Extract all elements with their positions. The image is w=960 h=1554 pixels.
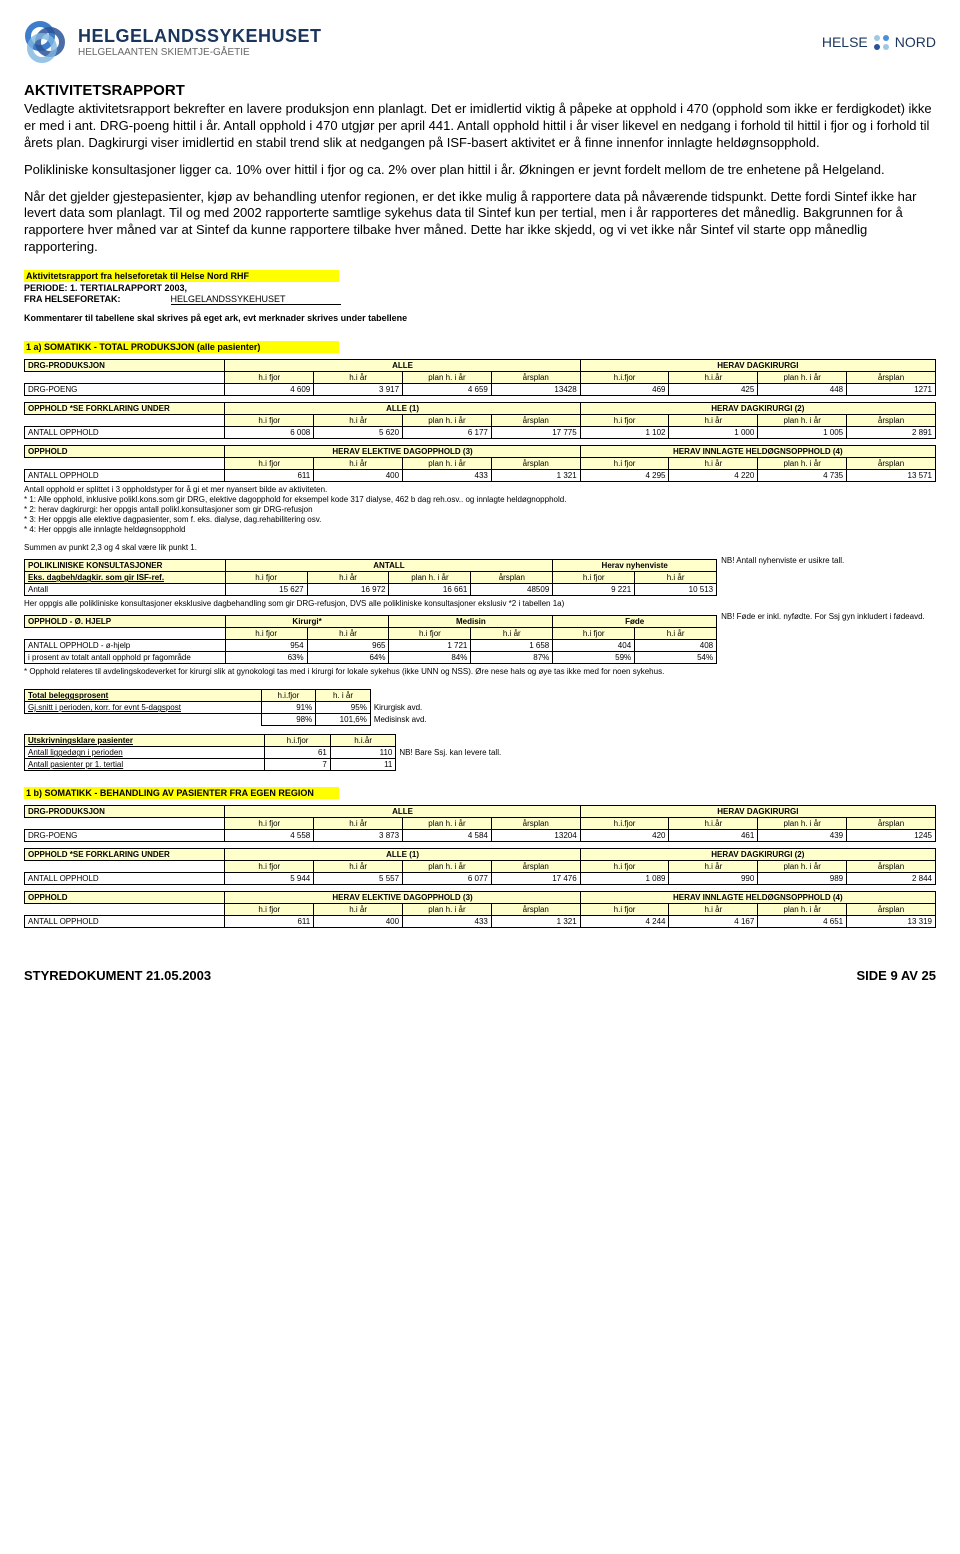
logo-rings-icon: [24, 20, 68, 64]
footer-left: STYREDOKUMENT 21.05.2003: [24, 968, 211, 983]
meta-line2: PERIODE: 1. TERTIALRAPPORT 2003,: [24, 283, 187, 293]
table-opphold-2: OPPHOLDHERAV ELEKTIVE DAGOPPHOLD (3)HERA…: [24, 445, 936, 482]
footer-right: SIDE 9 AV 25: [857, 968, 936, 983]
nord-text: NORD: [895, 34, 936, 50]
note-5: * Opphold relateres til avdelingskodever…: [24, 667, 936, 677]
section-1a-header: 1 a) SOMATIKK - TOTAL PRODUKSJON (alle p…: [24, 341, 339, 353]
section-1b-header: 1 b) SOMATIKK - BEHANDLING AV PASIENTER …: [24, 787, 339, 799]
para-1: Vedlagte aktivitetsrapport bekrefter en …: [24, 101, 936, 152]
meta-line4: Kommentarer til tabellene skal skrives p…: [24, 313, 407, 323]
table-ohjelp: OPPHOLD - Ø. HJELPKirurgi*MedisinFøde h.…: [24, 615, 717, 664]
logo-right: HELSE NORD: [822, 34, 936, 50]
report-meta: Aktivitetsrapport fra helseforetak til H…: [24, 270, 936, 323]
table-poliklinisk: POLIKLINISKE KONSULTASJONERANTALLHerav n…: [24, 559, 717, 596]
page-header: HELGELANDSSYKEHUSET HELGELAANTEN SKIEMTJ…: [24, 20, 936, 64]
sidenote-poliklinisk: NB! Antall nyhenviste er usikre tall.: [721, 556, 844, 565]
meta-line3b: HELGELANDSSYKEHUSET: [171, 294, 341, 305]
sidenote-ohjelp: NB! Føde er inkl. nyfødte. For Ssj gyn i…: [721, 612, 925, 621]
report-title: AKTIVITETSRAPPORT: [24, 82, 936, 99]
table-belegg: Total beleggsprosenth.i.fjorh. i år Gj.s…: [24, 689, 480, 726]
meta-line3a: FRA HELSEFORETAK:: [24, 294, 121, 304]
para-2: Polikliniske konsultasjoner ligger ca. 1…: [24, 162, 936, 179]
page-footer: STYREDOKUMENT 21.05.2003 SIDE 9 AV 25: [24, 968, 936, 983]
note-4: Her oppgis alle polikliniske konsultasjo…: [24, 599, 936, 609]
notes-1: Antall opphold er splittet i 3 oppholdst…: [24, 485, 936, 553]
dots-icon: [874, 35, 889, 50]
table-drg-produksjon: DRG-PRODUKSJONALLEHERAV DAGKIRURGI h.i f…: [24, 359, 936, 396]
table-utskrivning: Utskrivningsklare pasienterh.i.fjorh.i.å…: [24, 734, 571, 771]
helse-text: HELSE: [822, 34, 868, 50]
table-opphold-1: OPPHOLD *SE FORKLARING UNDERALLE (1)HERA…: [24, 402, 936, 439]
meta-line1: Aktivitetsrapport fra helseforetak til H…: [24, 270, 339, 282]
logo-main-text: HELGELANDSSYKEHUSET: [78, 26, 322, 47]
table-1b-drg: DRG-PRODUKSJONALLEHERAV DAGKIRURGI h.i f…: [24, 805, 936, 842]
table-1b-opphold2: OPPHOLDHERAV ELEKTIVE DAGOPPHOLD (3)HERA…: [24, 891, 936, 928]
logo-sub-text: HELGELAANTEN SKIEMTJE-GÅETIE: [78, 47, 322, 58]
table-1b-opphold1: OPPHOLD *SE FORKLARING UNDERALLE (1)HERA…: [24, 848, 936, 885]
logo-left: HELGELANDSSYKEHUSET HELGELAANTEN SKIEMTJ…: [24, 20, 322, 64]
para-3: Når det gjelder gjestepasienter, kjøp av…: [24, 189, 936, 257]
